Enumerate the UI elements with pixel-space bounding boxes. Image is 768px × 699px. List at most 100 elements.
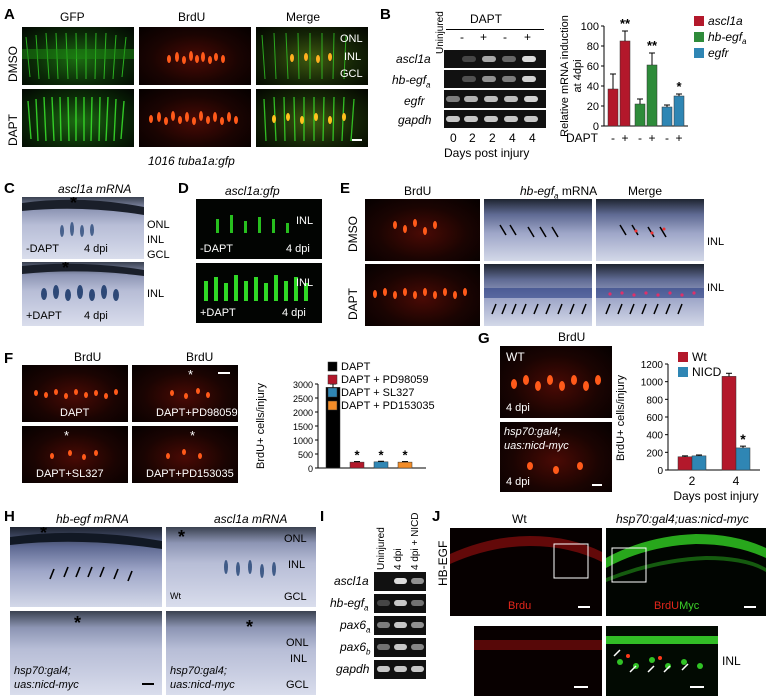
a-scale-bar	[352, 139, 362, 141]
b-sign-1: -	[460, 30, 464, 44]
band	[522, 76, 536, 82]
g-line1: hsp70:gal4;	[504, 426, 561, 438]
h-wt-ascl1a-stain	[224, 560, 276, 578]
b-xlabel: Days post injury	[444, 146, 530, 160]
j-wt-title: Wt	[512, 512, 527, 526]
g-line2: uas:nicd-myc	[504, 440, 569, 452]
c-dpi-bottom: 4 dpi	[84, 310, 108, 322]
y-tick-label: 0	[308, 464, 313, 474]
j-inl-label: INL	[722, 654, 741, 668]
band	[524, 116, 538, 122]
i-gel-ascl1a	[374, 572, 426, 591]
panel-label-a: A	[4, 6, 15, 23]
f-pd98059-nuclei	[170, 388, 210, 399]
b-xsign: +	[621, 131, 628, 145]
a-dmso-merge-image: ONL INL GCL	[256, 27, 368, 85]
j-nicd-overview-stain	[606, 534, 766, 583]
y-tick-label: 80	[587, 41, 599, 53]
g-legend-label-1: NICD	[692, 365, 722, 379]
f-legend-label-2: DAPT + SL327	[341, 387, 414, 399]
band	[394, 666, 407, 672]
g-nicd-nuclei	[527, 462, 583, 474]
b-gene-gapdh: gapdh	[398, 113, 432, 127]
band	[377, 600, 390, 606]
b-bar-hb-egf-1	[646, 64, 658, 127]
f-caption-sl327: DAPT+SL327	[36, 468, 104, 480]
j-scale-bar-2	[744, 606, 756, 608]
f-caption-pd153035: DAPT+PD153035	[146, 468, 234, 480]
b-gene-ascl1a: ascl1a	[396, 52, 431, 66]
i-gene-ascl1a: ascl1a	[334, 574, 369, 588]
i-lane-4dpi: 4 dpi	[393, 548, 404, 570]
b-legend-sub: a	[742, 37, 747, 46]
panel-label-h: H	[4, 508, 15, 525]
band	[484, 116, 498, 122]
y-tick-label: 600	[646, 413, 663, 424]
f-asterisk-4: *	[190, 428, 196, 443]
h-nicd-line2-right: uas:nicd-myc	[170, 679, 235, 691]
b-bar-egfr-0	[661, 106, 673, 127]
band	[464, 116, 478, 122]
h-nicd-inl: INL	[290, 653, 308, 665]
a-col-brdu: BrdU	[178, 10, 206, 24]
f-caption-dapt: DAPT	[60, 407, 90, 419]
b-xsign: -	[638, 131, 642, 145]
y-tick-label: 3000	[293, 380, 313, 390]
b-gel-egfr	[444, 90, 546, 108]
i-gel-pax6a	[374, 616, 426, 635]
i-gene-pax6a: pax6a	[340, 618, 371, 635]
e-dapt-merge-arrows	[596, 288, 704, 315]
b-ylabel: Relative mRNA inductionat 4dpi	[560, 15, 584, 137]
e-col-hbegf: hb-egfa mRNA	[520, 184, 598, 201]
h-asterisk-4: *	[246, 617, 254, 637]
e-inl-bottom: INL	[707, 282, 725, 294]
y-tick-label: 1000	[641, 378, 664, 389]
band	[411, 666, 424, 672]
band	[504, 116, 518, 122]
h-asterisk-2: *	[178, 527, 186, 547]
i-gel-gapdh	[374, 660, 426, 679]
i-gene-hbegf: hb-egfa	[330, 596, 369, 613]
panel-label-b: B	[380, 6, 391, 23]
g-title: BrdU	[558, 330, 586, 344]
band	[482, 56, 496, 62]
f-bar-2	[373, 461, 389, 469]
b-gel-gapdh	[444, 110, 546, 128]
e-inl-top: INL	[707, 236, 725, 248]
h-layer-onl: ONL	[284, 533, 307, 545]
e-dapt-hbegf-arrows	[484, 288, 592, 315]
j-nicd-zoom-stain	[606, 636, 718, 673]
y-tick-label: 1000	[293, 436, 313, 446]
c-asterisk-bottom: *	[62, 262, 70, 278]
panel-label-i: I	[320, 508, 325, 525]
b-legend-label-2: egfr	[708, 46, 730, 60]
d-plus-dapt: +DAPT	[200, 307, 236, 319]
e-dmso-merge-arrows	[619, 224, 667, 238]
g-xtick-4: 4	[733, 474, 740, 488]
a-dmso-gfp-image	[22, 27, 134, 85]
a-dapt-brdu-image	[139, 89, 251, 147]
j-scale-bar-1	[578, 606, 590, 608]
b-day-4: 4	[509, 131, 516, 145]
b-xlabel-dapt: DAPT	[566, 131, 599, 145]
f-ylabel: BrdU+ cells/injury	[255, 383, 267, 469]
h-scale-bar	[142, 683, 154, 685]
band	[504, 96, 518, 102]
y-tick-label: 800	[646, 395, 663, 406]
b-gene-egfr: egfr	[404, 94, 425, 108]
i-gene-gapdh: gapdh	[336, 662, 370, 676]
a-row-dapt: DAPT	[6, 113, 20, 146]
c-inl-bottom: INL	[147, 288, 165, 300]
a-dmso-gfp-fibers	[22, 32, 134, 80]
f-caption-pd98059: DAPT+PD98059	[156, 407, 238, 419]
h-wt-hbegf-arrows	[10, 532, 162, 582]
f-asterisk-3: *	[64, 428, 70, 443]
d-dpi-bottom: 4 dpi	[282, 307, 306, 319]
h-layer-gcl: GCL	[284, 591, 307, 603]
j-scale-bar-3	[574, 686, 588, 688]
b-legend-label-0: ascl1a	[708, 14, 743, 28]
d-minus-dapt: -DAPT	[200, 243, 233, 255]
band	[482, 76, 496, 82]
band	[464, 96, 478, 102]
e-dmso-brdu-image	[365, 199, 480, 261]
